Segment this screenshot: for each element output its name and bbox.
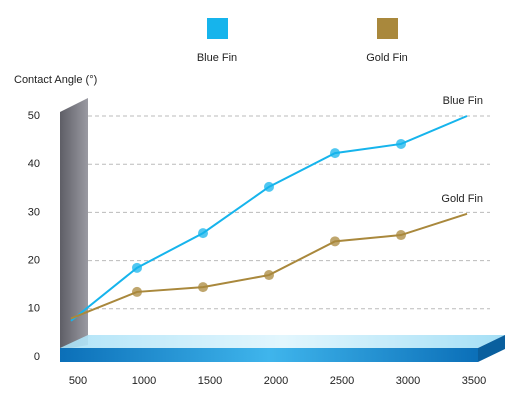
legend-label: Gold Fin	[366, 52, 408, 64]
x-tick-label: 500	[69, 375, 87, 387]
y-tick-label: 20	[28, 255, 40, 267]
legend-swatch	[377, 18, 398, 39]
y-tick-label: 30	[28, 206, 40, 218]
y-tick-label: 40	[28, 158, 40, 170]
x-tick-label: 1000	[132, 375, 156, 387]
data-point	[330, 148, 340, 159]
data-point	[264, 270, 274, 281]
floor-decoration	[60, 335, 505, 348]
wall-decoration	[60, 98, 88, 350]
series-end-label: Gold Fin	[441, 193, 483, 205]
x-tick-label: 2500	[330, 375, 354, 387]
series-end-label: Blue Fin	[443, 95, 483, 107]
y-tick-label: 10	[28, 303, 40, 315]
x-tick-label: 2000	[264, 375, 288, 387]
data-point	[132, 262, 142, 273]
data-point	[198, 228, 208, 239]
x-tick-label: 3000	[396, 375, 420, 387]
data-point	[132, 286, 142, 297]
data-point	[396, 230, 406, 241]
series-line	[70, 115, 468, 322]
data-point	[198, 282, 208, 293]
y-axis-label: Contact Angle (°)	[14, 74, 97, 86]
x-tick-label: 3500	[462, 375, 486, 387]
data-point	[330, 236, 340, 247]
legend-swatch	[207, 18, 228, 39]
y-tick-label: 50	[28, 110, 40, 122]
series-line	[70, 212, 468, 320]
y-tick-label: 0	[34, 351, 40, 363]
data-point	[396, 138, 406, 149]
x-tick-label: 1500	[198, 375, 222, 387]
data-point	[264, 181, 274, 192]
legend-label: Blue Fin	[197, 52, 237, 64]
floor-decoration	[478, 335, 505, 362]
floor-decoration	[60, 348, 478, 362]
